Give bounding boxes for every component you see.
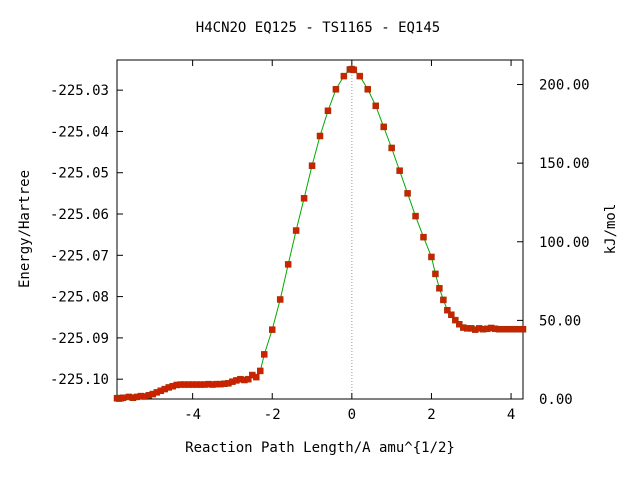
y-tick-label: -225.08 xyxy=(50,290,109,306)
data-point xyxy=(276,296,284,303)
data-point xyxy=(380,123,387,131)
data-point xyxy=(257,367,264,375)
data-point xyxy=(316,132,324,140)
data-point xyxy=(448,311,455,319)
axis-ticks: -4 -2 0 2 4 -225.03 -225.04 -225.05 -225.06 -225.… xyxy=(50,60,590,423)
energy-curve-layer xyxy=(116,68,523,400)
data-point xyxy=(519,325,527,333)
y2-axis-label: kJ/mol xyxy=(603,204,619,255)
data-point xyxy=(324,107,332,115)
y2-tick-label: 100.00 xyxy=(539,235,590,251)
y-tick-label: -225.06 xyxy=(50,207,109,223)
data-point xyxy=(340,72,348,80)
x-tick-label: 0 xyxy=(348,407,356,423)
data-point xyxy=(308,162,316,169)
data-point xyxy=(452,316,459,324)
data-point xyxy=(332,86,340,93)
data-point xyxy=(356,72,364,80)
y2-tick-label: 200.00 xyxy=(539,78,590,94)
data-point xyxy=(292,227,300,234)
data-point xyxy=(432,270,439,278)
data-point xyxy=(428,253,435,261)
data-point xyxy=(119,394,127,402)
data-point xyxy=(253,373,260,381)
data-point xyxy=(440,296,447,304)
y-axis-label: Energy/Hartree xyxy=(17,170,33,288)
data-point xyxy=(300,195,308,202)
data-point xyxy=(444,306,451,314)
data-point xyxy=(261,351,268,358)
x-tick-label: -2 xyxy=(264,407,281,423)
y-tick-label: -225.05 xyxy=(50,166,109,182)
x-tick-label: 4 xyxy=(507,407,515,423)
x-tick-label: 2 xyxy=(427,407,435,423)
data-point xyxy=(436,285,443,292)
y2-tick-label: 0.00 xyxy=(539,392,573,408)
y2-tick-label: 50.00 xyxy=(539,313,581,329)
y-tick-label: -225.04 xyxy=(50,124,109,140)
y2-tick-label: 150.00 xyxy=(539,156,590,172)
chart-title: H4CN2O EQ125 - TS1165 - EQ145 xyxy=(196,20,440,36)
data-point xyxy=(268,326,276,333)
data-point xyxy=(420,233,427,241)
data-points-layer xyxy=(113,65,527,402)
data-point xyxy=(456,321,463,328)
energy-curve xyxy=(116,68,523,400)
x-tick-label: -4 xyxy=(184,407,201,423)
data-point xyxy=(412,212,419,220)
data-point xyxy=(350,66,358,74)
data-point xyxy=(284,261,292,268)
plot-frame xyxy=(116,59,524,400)
data-point xyxy=(372,102,379,110)
data-point xyxy=(364,86,372,93)
y-tick-label: -225.03 xyxy=(50,83,109,99)
data-point xyxy=(396,167,403,174)
y-tick-label: -225.07 xyxy=(50,248,109,264)
data-point xyxy=(245,375,252,383)
y-tick-label: -225.09 xyxy=(50,331,109,347)
data-point xyxy=(388,144,395,152)
data-point xyxy=(404,190,411,197)
y-tick-label: -225.10 xyxy=(50,372,109,388)
x-axis-label: Reaction Path Length/A amu^{1/2} xyxy=(185,440,455,456)
